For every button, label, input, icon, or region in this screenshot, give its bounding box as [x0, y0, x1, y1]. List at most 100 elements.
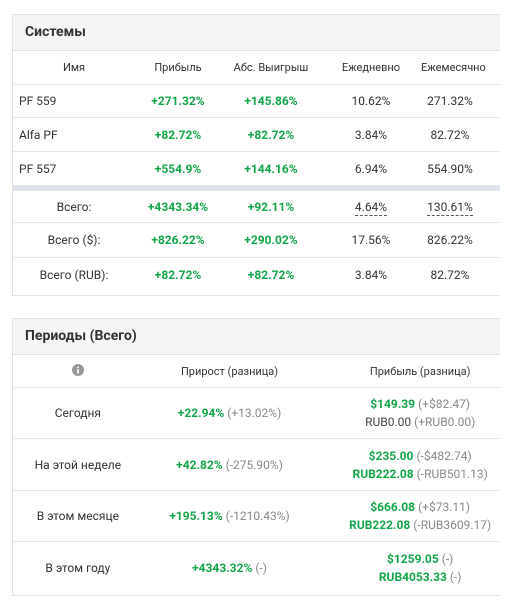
growth-value: +195.13%: [169, 509, 223, 523]
total-value: +290.02%: [244, 233, 298, 247]
profit-diff: (-): [449, 569, 462, 584]
periods-panel: Периоды (Всего) Прирост (разница) Прибыль…: [12, 318, 500, 596]
profit-value: RUB0.00: [365, 415, 412, 429]
profit-value: RUB222.08: [352, 466, 414, 481]
column-header-row: Имя Прибыль Абс. Выигрыш Ежедневно Ежемесячн…: [13, 51, 500, 85]
system-cell: 271.32%: [427, 94, 473, 108]
total-cell: Всего:: [13, 200, 135, 214]
period-growth: +22.94% (+13.02%): [143, 406, 317, 420]
system-cell: +271.32%: [151, 94, 205, 108]
total-cell: +82.72%: [135, 268, 221, 282]
column-header: Прибыль (разница): [369, 364, 471, 378]
system-cell: +554.9%: [154, 161, 202, 176]
total-value: Всего ($):: [47, 233, 101, 247]
profit-diff: (+RUB0.00): [414, 415, 476, 429]
profit-line: RUB222.08 (-RUB3609.17): [340, 516, 500, 534]
total-value: 130.61%: [427, 199, 473, 216]
column-header: Прирост (разница): [180, 364, 279, 378]
profit-diff: (-): [441, 551, 454, 566]
column-header: Прибыль: [154, 61, 202, 74]
total-cell: +92.11%: [221, 200, 321, 214]
total-value: Всего:: [56, 199, 92, 214]
period-profit: $1259.05 (-) RUB4053.33 (-): [316, 550, 500, 586]
profit-diff: (-RUB3609.17): [413, 518, 492, 532]
growth-value: +22.94%: [177, 406, 225, 420]
total-row: Всего (RUB): +82.72% +82.72% 3.84% 82.72%: [13, 258, 500, 291]
profit-diff: (-RUB501.13): [416, 466, 488, 481]
total-cell: +82.72%: [221, 268, 321, 282]
period-row: На этой неделе +42.82% (-275.90%) $235.00 …: [13, 439, 500, 491]
system-row: Alfa PF +82.72% +82.72% 3.84% 82.72%: [13, 118, 500, 152]
total-cell: 3.84%: [321, 268, 421, 282]
system-cell: +144.16%: [244, 161, 298, 176]
period-label: Сегодня: [54, 406, 101, 420]
column-header: Ежемесячно: [421, 61, 486, 74]
system-cell: 6.94%: [354, 161, 388, 176]
profit-value: RUB4053.33: [378, 569, 447, 584]
system-cell: +82.72%: [154, 127, 202, 142]
period-row: В этом месяце +195.13% (-1210.43%) $666.08…: [13, 491, 500, 542]
profit-line: $666.08 (+$73.11): [340, 498, 500, 516]
period-profit: $235.00 (-$482.74) RUB222.08 (-RUB501.13): [316, 447, 500, 483]
total-value: 3.84%: [354, 267, 388, 282]
system-row: PF 559 +271.32% +145.86% 10.62% 271.32%: [13, 85, 500, 118]
systems-panel: Системы Имя Прибыль Абс. Выигрыш Ежедневно Е…: [12, 14, 500, 296]
system-name: Alfa PF: [19, 127, 58, 142]
profit-diff: (-$482.74): [416, 448, 472, 463]
system-cell: +145.86%: [244, 94, 298, 108]
profit-line: $235.00 (-$482.74): [340, 447, 500, 465]
periods-title: Периоды (Всего): [13, 319, 500, 355]
period-growth: +195.13% (-1210.43%): [143, 509, 317, 523]
total-value: 82.72%: [430, 267, 470, 282]
system-cell: 554.90%: [427, 161, 473, 176]
growth-value: +42.82%: [176, 457, 223, 472]
column-header-row: Прирост (разница) Прибыль (разница): [13, 355, 500, 388]
total-cell: 4.64%: [321, 199, 421, 216]
info-icon: [71, 364, 84, 376]
period-label: В этом году: [45, 560, 111, 575]
system-name: PF 559: [19, 94, 57, 108]
profit-value: $1259.05: [387, 551, 439, 566]
total-cell: Всего (RUB):: [13, 268, 135, 282]
system-cell: 3.84%: [354, 127, 388, 142]
total-value: 4.64%: [354, 199, 388, 216]
period-profit: $666.08 (+$73.11) RUB222.08 (-RUB3609.17): [316, 498, 500, 534]
profit-value: $235.00: [368, 448, 414, 463]
info-cell: [13, 364, 143, 378]
total-value: +4343.34%: [147, 199, 209, 214]
period-label: На этой неделе: [34, 457, 122, 472]
profit-value: $149.39: [370, 397, 416, 411]
period-growth: +42.82% (-275.90%): [143, 458, 317, 472]
system-row: PF 557 +554.9% +144.16% 6.94% 554.90%: [13, 152, 500, 186]
total-cell: 82.72%: [421, 268, 479, 282]
total-value: +92.11%: [247, 199, 295, 214]
profit-diff: (+$82.47): [418, 397, 471, 411]
total-cell: 826.22%: [421, 233, 479, 247]
total-value: +82.72%: [154, 267, 202, 282]
total-cell: Всего ($):: [13, 233, 135, 247]
total-row: Всего ($): +826.22% +290.02% 17.56% 826.22%: [13, 223, 500, 258]
growth-value: +4343.32%: [192, 560, 253, 575]
profit-line: $149.39 (+$82.47): [340, 395, 500, 413]
total-value: +82.72%: [247, 267, 295, 282]
systems-title: Системы: [13, 15, 500, 51]
total-value: +826.22%: [151, 233, 205, 247]
total-cell: 130.61%: [421, 199, 479, 216]
total-row: Всего: +4343.34% +92.11% 4.64% 130.61%: [13, 191, 500, 223]
profit-line: $1259.05 (-): [340, 550, 500, 568]
growth-diff: (-1210.43%): [225, 509, 290, 523]
column-header: Абс. Выигрыш: [233, 61, 309, 74]
period-growth: +4343.32% (-): [143, 561, 317, 575]
growth-diff: (+13.02%): [227, 406, 282, 420]
total-value: 17.56%: [351, 233, 391, 247]
total-value: Всего (RUB):: [39, 267, 109, 282]
system-cell: 82.72%: [430, 127, 470, 142]
period-row: В этом году +4343.32% (-) $1259.05 (-) RUB4…: [13, 542, 500, 593]
total-cell: +290.02%: [221, 233, 321, 247]
total-cell: 17.56%: [321, 233, 421, 247]
column-header: Имя: [62, 61, 86, 74]
period-label: В этом месяце: [36, 509, 119, 523]
period-row: Сегодня +22.94% (+13.02%) $149.39 (+$82.47…: [13, 388, 500, 439]
system-cell: +82.72%: [247, 127, 295, 142]
